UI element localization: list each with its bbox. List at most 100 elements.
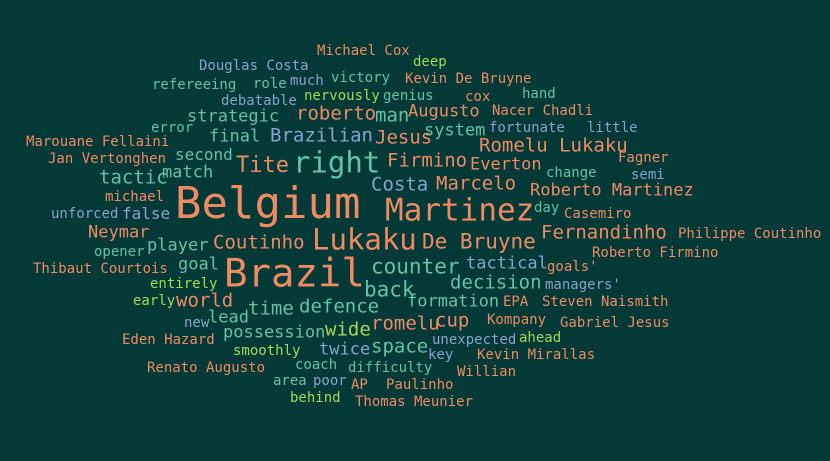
word: roberto	[296, 102, 377, 125]
word: nervously	[304, 88, 380, 104]
word: Martinez	[385, 192, 535, 229]
word: difficulty	[348, 360, 433, 376]
word: Roberto Martinez	[530, 180, 694, 201]
word: formation	[407, 291, 500, 312]
word: poor	[313, 373, 347, 389]
word: Renato Augusto	[147, 360, 266, 376]
word: refereeing	[152, 77, 237, 93]
word: man	[375, 104, 410, 127]
word: key	[428, 347, 454, 363]
word: Steven Naismith	[542, 294, 669, 310]
word: debatable	[221, 93, 297, 109]
word: Roberto Firmino	[592, 245, 719, 261]
word: player	[147, 235, 209, 256]
word: Brazil	[224, 251, 365, 297]
word: wide	[325, 318, 371, 341]
word: AP	[351, 377, 368, 393]
word: Jan Vertonghen	[48, 151, 167, 167]
word: romelu	[371, 312, 440, 335]
word: Tite	[236, 153, 289, 178]
word: Costa	[371, 173, 429, 196]
word: second	[175, 145, 233, 164]
word: change	[546, 165, 597, 181]
word: ahead	[519, 330, 562, 346]
word: Everton	[470, 154, 542, 175]
word: error	[151, 120, 194, 136]
word: tactic	[99, 166, 168, 189]
word: final	[209, 126, 261, 147]
word: victory	[331, 70, 391, 86]
word: EPA	[503, 294, 529, 310]
word: michael	[105, 189, 165, 205]
word: opener	[94, 244, 145, 260]
word: Thomas Meunier	[355, 394, 474, 410]
word: Paulinho	[386, 377, 454, 393]
word: cup	[435, 309, 470, 332]
word: unforced	[51, 206, 119, 222]
word: Fagner	[618, 150, 669, 166]
word: Coutinho	[213, 231, 305, 254]
word: early	[133, 293, 176, 309]
word: Kompany	[487, 312, 547, 328]
word: decision	[450, 271, 542, 294]
word: space	[371, 335, 429, 358]
word: Nacer Chadli	[492, 103, 594, 119]
word: unexpected	[432, 332, 517, 348]
word: Kevin Mirallas	[477, 347, 596, 363]
word: little	[587, 120, 638, 136]
word: Romelu Lukaku	[479, 134, 628, 157]
word: twice	[319, 339, 371, 360]
word: Douglas Costa	[199, 58, 309, 74]
word: semi	[631, 167, 665, 183]
word: goal	[178, 254, 219, 275]
word: Kevin De Bruyne	[405, 71, 532, 87]
word: De Bruyne	[422, 229, 536, 254]
word: right	[293, 145, 381, 180]
word: Casemiro	[564, 206, 632, 222]
word: Marouane Fellaini	[26, 134, 170, 150]
word: managers'	[545, 277, 621, 293]
word: Willian	[457, 364, 517, 380]
word: cox	[465, 89, 491, 105]
word: behind	[290, 390, 341, 406]
word: strategic	[187, 106, 280, 127]
word: back	[364, 277, 415, 302]
word: Fernandinho	[541, 221, 667, 244]
word: Marcelo	[436, 172, 517, 195]
word: time	[248, 297, 294, 320]
word: deep	[413, 54, 447, 70]
word: coach	[295, 357, 338, 373]
word: Gabriel Jesus	[560, 315, 670, 331]
word: possession	[223, 322, 326, 343]
word: Thibaut Courtois	[33, 261, 168, 277]
word: counter	[371, 254, 460, 279]
word: Eden Hazard	[122, 332, 215, 348]
word: Lukaku	[312, 222, 417, 257]
word: lead	[208, 307, 249, 328]
word: day	[534, 200, 560, 216]
word: smoothly	[233, 343, 301, 359]
word: Augusto	[408, 101, 480, 122]
word: fortunate	[489, 120, 565, 136]
word: tactical	[466, 253, 548, 274]
word: entirely	[150, 276, 218, 292]
word: Michael Cox	[317, 43, 410, 59]
word: much	[290, 73, 324, 89]
word: new	[184, 315, 210, 331]
word: genius	[383, 88, 434, 104]
word: defence	[299, 295, 380, 318]
word: Jesus	[375, 126, 433, 149]
word: Brazilian	[270, 124, 373, 147]
word: match	[162, 162, 214, 183]
word: role	[253, 76, 287, 92]
word: system	[424, 120, 486, 141]
word: Neymar	[88, 222, 150, 243]
word: Philippe Coutinho	[678, 226, 822, 242]
word: false	[122, 204, 171, 223]
word: goals'	[547, 259, 598, 275]
word: Belgium	[175, 178, 361, 229]
word: area	[273, 373, 307, 389]
word: Firmino	[387, 149, 468, 172]
word: hand	[522, 86, 556, 102]
